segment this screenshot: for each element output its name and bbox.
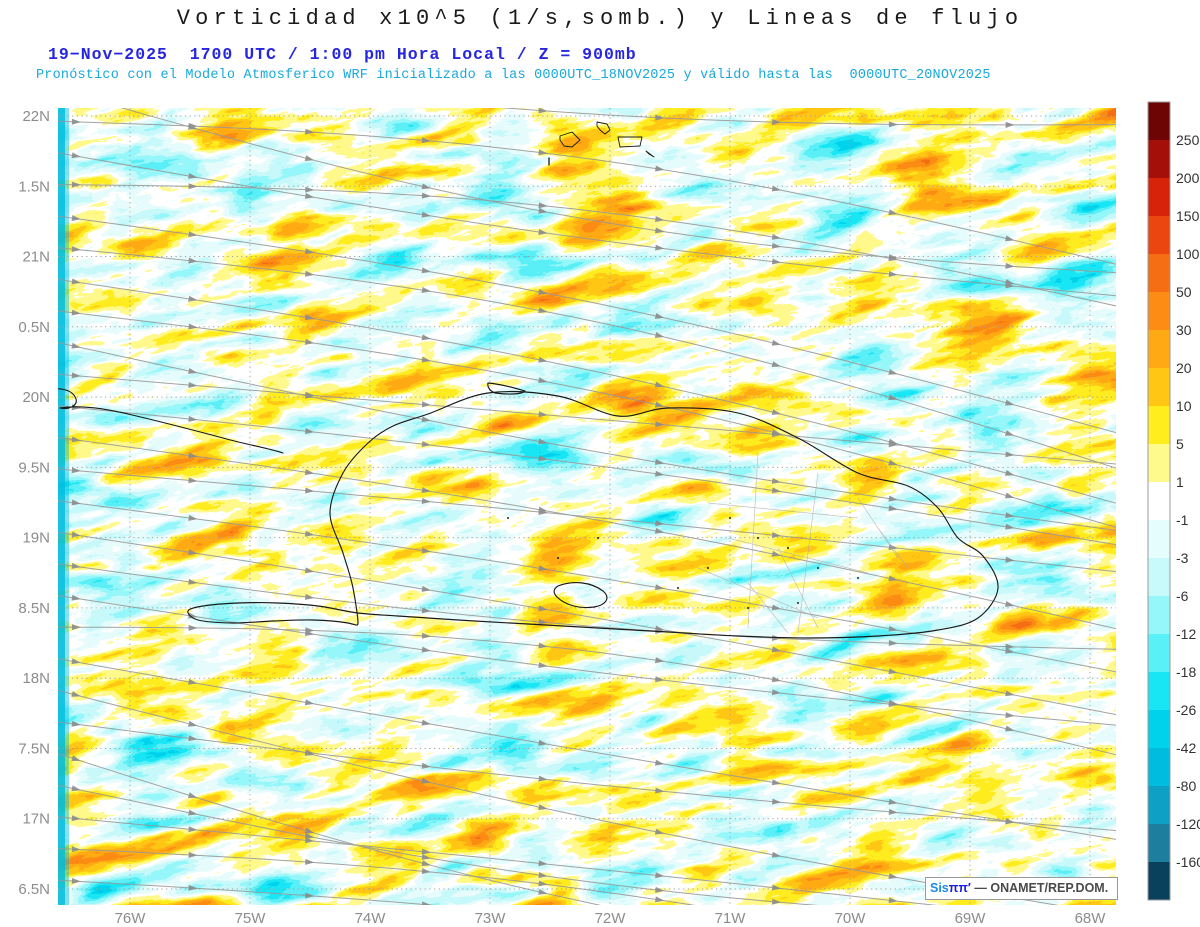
- svg-text:8.5N: 8.5N: [18, 600, 50, 617]
- svg-text:75W: 75W: [235, 910, 267, 927]
- svg-text:-12: -12: [1176, 626, 1196, 642]
- svg-text:1: 1: [1176, 474, 1184, 490]
- svg-text:74W: 74W: [355, 910, 387, 927]
- svg-text:72W: 72W: [595, 910, 627, 927]
- svg-text:-1: -1: [1176, 512, 1189, 528]
- svg-text:250: 250: [1176, 132, 1200, 148]
- svg-text:20: 20: [1176, 360, 1192, 376]
- svg-text:-18: -18: [1176, 664, 1196, 680]
- svg-text:-80: -80: [1176, 778, 1196, 794]
- svg-text:-6: -6: [1176, 588, 1189, 604]
- svg-text:1.5N: 1.5N: [18, 178, 50, 195]
- svg-text:6.5N: 6.5N: [18, 881, 50, 898]
- svg-text:-3: -3: [1176, 550, 1189, 566]
- svg-text:50: 50: [1176, 284, 1192, 300]
- svg-text:10: 10: [1176, 398, 1192, 414]
- svg-text:71W: 71W: [715, 910, 747, 927]
- svg-text:200: 200: [1176, 170, 1200, 186]
- svg-text:21N: 21N: [22, 249, 50, 266]
- svg-text:-120: -120: [1176, 816, 1200, 832]
- svg-text:76W: 76W: [115, 910, 147, 927]
- svg-text:19N: 19N: [22, 530, 50, 547]
- svg-text:-26: -26: [1176, 702, 1196, 718]
- svg-text:17N: 17N: [22, 811, 50, 828]
- svg-text:9.5N: 9.5N: [18, 459, 50, 476]
- svg-text:30: 30: [1176, 322, 1192, 338]
- svg-text:150: 150: [1176, 208, 1200, 224]
- svg-text:20N: 20N: [22, 389, 50, 406]
- svg-text:100: 100: [1176, 246, 1200, 262]
- svg-text:18N: 18N: [22, 670, 50, 687]
- svg-text:7.5N: 7.5N: [18, 741, 50, 758]
- svg-text:5: 5: [1176, 436, 1184, 452]
- svg-text:73W: 73W: [475, 910, 507, 927]
- svg-text:-160: -160: [1176, 854, 1200, 870]
- svg-text:68W: 68W: [1075, 910, 1107, 927]
- svg-text:-42: -42: [1176, 740, 1196, 756]
- svg-text:22N: 22N: [22, 108, 50, 125]
- svg-text:0.5N: 0.5N: [18, 319, 50, 336]
- svg-text:69W: 69W: [955, 910, 987, 927]
- svg-text:70W: 70W: [835, 910, 867, 927]
